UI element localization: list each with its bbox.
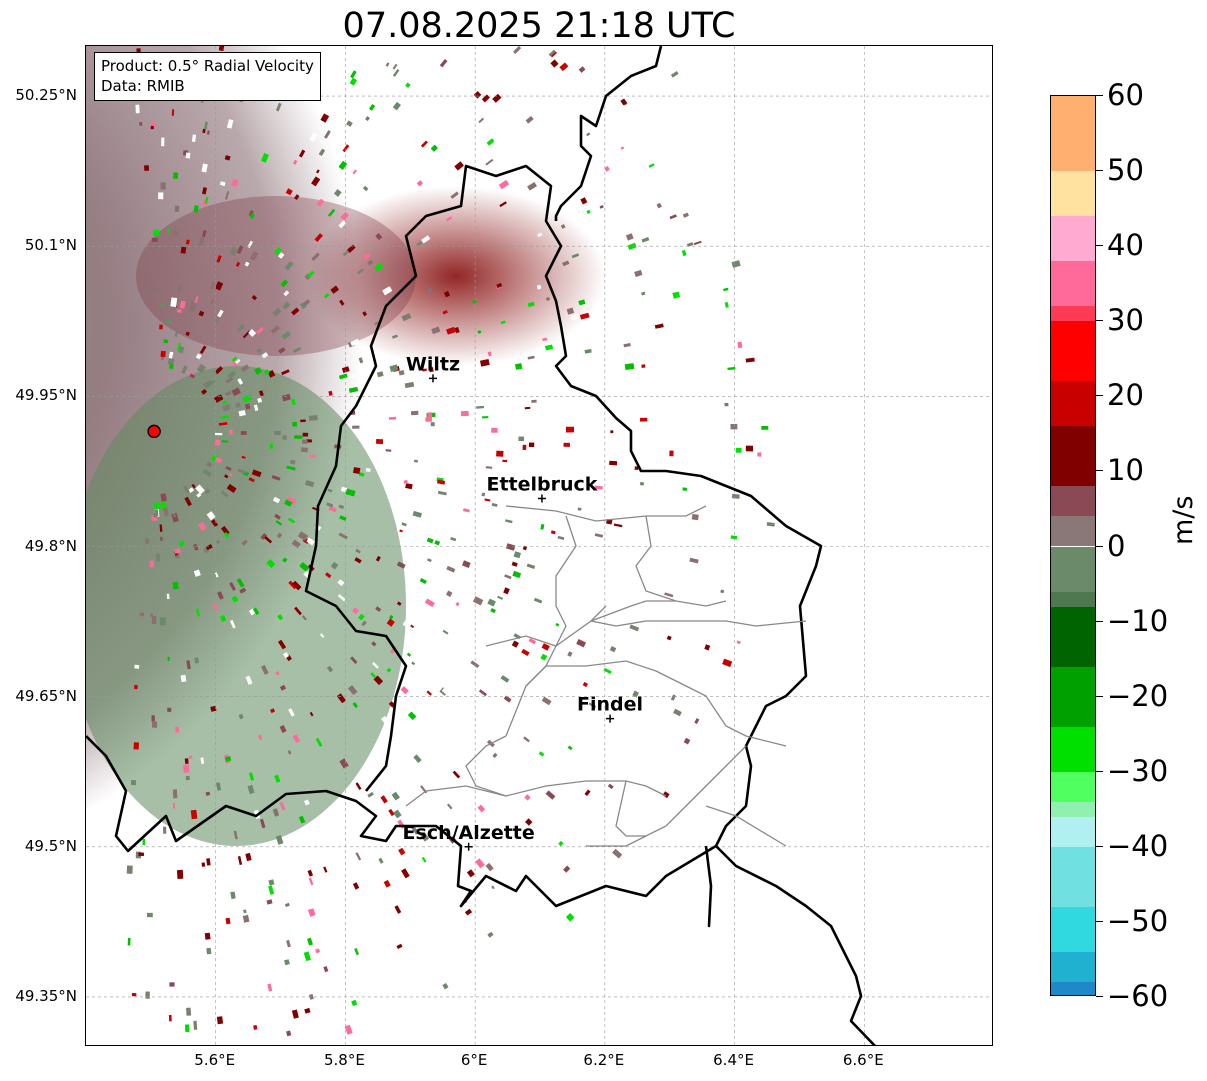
colorbar-band: [1051, 516, 1095, 547]
city-marker: Wiltz: [406, 353, 460, 383]
city-marker: Esch/Alzette: [403, 822, 535, 851]
lat-tick-label: 49.8°N: [24, 536, 77, 555]
colorbar-tick-label: 20: [1107, 378, 1144, 413]
colorbar-band: [1051, 846, 1095, 907]
radar-map[interactable]: Wiltz Ettelbruck Findel Esch/Alzette: [85, 45, 993, 1046]
colorbar-tick-label: −10: [1107, 603, 1169, 638]
lat-tick-label: 50.1°N: [24, 236, 77, 255]
lat-tick-label: 49.5°N: [24, 836, 77, 855]
map-markers: Wiltz Ettelbruck Findel Esch/Alzette: [147, 353, 643, 851]
colorbar-tick-mark: [1096, 320, 1103, 322]
colorbar-band: [1051, 486, 1095, 517]
lat-tick-label: 50.25°N: [15, 86, 77, 105]
city-label: Esch/Alzette: [403, 822, 535, 844]
city-cross-icon: [428, 374, 437, 383]
lon-tick-label: 6.2°E: [583, 1051, 625, 1069]
radar-site-marker: [147, 424, 161, 439]
germany-border-east: [554, 46, 663, 221]
colorbar-tick-mark: [1096, 920, 1103, 922]
colorbar-tick-mark: [1096, 545, 1103, 547]
colorbar-tick-label: −60: [1107, 979, 1169, 1013]
product-label: Product: 0.5° Radial Velocity: [101, 57, 314, 75]
map-title: 07.08.2025 21:18 UTC: [342, 6, 736, 46]
colorbar-band: [1051, 261, 1095, 307]
colorbar-band: [1051, 321, 1095, 382]
colorbar-tick-label: 60: [1107, 78, 1144, 112]
lat-tick-label: 49.95°N: [15, 386, 77, 405]
colorbar-tick-label: −30: [1107, 753, 1169, 788]
colorbar-band: [1051, 951, 1095, 982]
colorbar-band: [1051, 816, 1095, 847]
colorbar-tick-label: 50: [1107, 153, 1144, 188]
colorbar-band: [1051, 606, 1095, 667]
outbound-velocity-area-west: [136, 196, 416, 356]
city-marker: Findel: [577, 694, 643, 723]
colorbar-band: [1051, 906, 1095, 952]
colorbar-tick-label: 10: [1107, 453, 1144, 488]
colorbar-tick-mark: [1096, 170, 1103, 172]
colorbar-tick-label: −40: [1107, 828, 1169, 863]
product-info-box: Product: 0.5° Radial Velocity Data: RMIB: [94, 52, 321, 101]
country-borders: [86, 46, 876, 1045]
colorbar-tick-mark: [1096, 845, 1103, 847]
radar-speckle-layer: [126, 46, 775, 1037]
colorbar-tick-label: 0: [1107, 528, 1126, 563]
colorbar-tick-mark: [1096, 996, 1103, 997]
colorbar-band: [1051, 801, 1095, 817]
colorbar-tick-mark: [1096, 695, 1103, 697]
lon-tick-label: 5.8°E: [324, 1051, 365, 1069]
colorbar-band: [1051, 981, 1095, 995]
belgium-france-border: [704, 845, 713, 928]
colorbar-band: [1051, 306, 1095, 322]
colorbar-band: [1051, 666, 1095, 727]
colorbar-band: [1051, 726, 1095, 772]
colorbar-tick-label: −20: [1107, 678, 1169, 713]
velocity-colorbar: [1050, 95, 1096, 996]
colorbar-band: [1051, 171, 1095, 217]
colorbar-tick-mark: [1096, 395, 1103, 397]
lon-tick-label: 6.4°E: [713, 1051, 754, 1069]
lat-tick-label: 49.65°N: [15, 686, 77, 705]
germany-border-south: [715, 845, 876, 1045]
colorbar-band: [1051, 381, 1095, 427]
canton-borders: [405, 505, 807, 847]
city-cross-icon: [464, 842, 473, 851]
colorbar-tick-label: −50: [1107, 903, 1169, 938]
colorbar-tick-label: 40: [1107, 228, 1144, 263]
city-label: Findel: [577, 694, 643, 716]
city-label: Wiltz: [406, 353, 460, 375]
colorbar-band: [1051, 96, 1095, 172]
luxembourg-border: [86, 164, 823, 908]
colorbar-tick-label: 30: [1107, 303, 1144, 338]
colorbar-tick-mark: [1096, 95, 1103, 96]
colorbar-tick-mark: [1096, 470, 1103, 472]
lon-tick-label: 5.6°E: [194, 1051, 236, 1069]
colorbar-band: [1051, 771, 1095, 802]
map-gridlines: [86, 46, 992, 1045]
city-cross-icon: [537, 494, 546, 503]
colorbar-tick-mark: [1096, 770, 1103, 772]
colorbar-band: [1051, 591, 1095, 607]
colorbar-band: [1051, 426, 1095, 487]
city-cross-icon: [606, 714, 615, 723]
colorbar-band: [1051, 216, 1095, 262]
city-label: Ettelbruck: [486, 473, 597, 495]
colorbar-unit-label: m/s: [1168, 495, 1199, 545]
data-source-label: Data: RMIB: [101, 77, 185, 95]
colorbar-tick-mark: [1096, 245, 1103, 247]
lon-tick-label: 6°E: [460, 1051, 488, 1069]
lon-tick-label: 6.6°E: [842, 1051, 884, 1069]
colorbar-tick-mark: [1096, 620, 1103, 622]
radar-map-canvas: Wiltz Ettelbruck Findel Esch/Alzette: [86, 46, 992, 1045]
lat-tick-label: 49.35°N: [15, 986, 77, 1005]
colorbar-band: [1051, 546, 1095, 592]
city-marker: Ettelbruck: [486, 473, 598, 503]
